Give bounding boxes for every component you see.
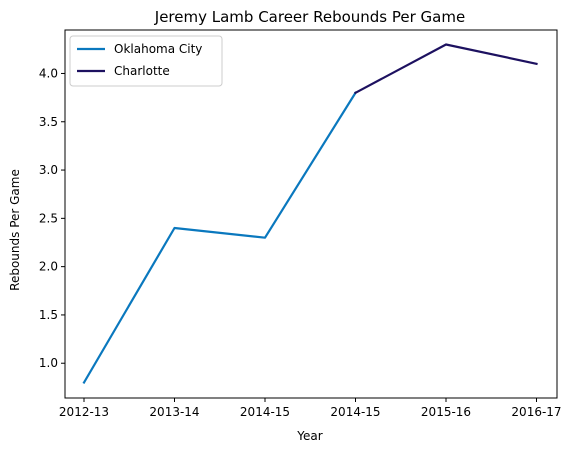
x-axis: 2012-13 2013-14 2014-15 2014-15 2015-16 2016-…	[59, 398, 562, 419]
y-tick-label: 1.5	[39, 308, 58, 322]
x-tick-label: 2013-14	[149, 405, 199, 419]
y-axis: 1.0 1.5 2.0 2.5 3.0 3.5 4.0	[39, 66, 65, 370]
y-tick-label: 3.5	[39, 115, 58, 129]
chart-title: Jeremy Lamb Career Rebounds Per Game	[154, 8, 465, 26]
legend: Oklahoma City Charlotte	[69, 35, 223, 87]
x-tick-label: 2012-13	[59, 405, 109, 419]
y-tick-label: 2.5	[39, 211, 58, 225]
x-tick-label: 2016-17	[511, 405, 561, 419]
x-axis-label: Year	[296, 429, 322, 443]
y-tick-label: 2.0	[39, 260, 58, 274]
x-tick-label: 2015-16	[421, 405, 471, 419]
legend-box	[69, 35, 223, 87]
plot-area	[82, 43, 538, 385]
series-line-2	[354, 43, 538, 95]
plot-frame	[64, 29, 558, 399]
y-tick-label: 4.0	[39, 66, 58, 80]
y-tick-label: 3.0	[39, 163, 58, 177]
x-tick-label: 2014-15	[240, 405, 290, 419]
legend-label: Charlotte	[114, 64, 170, 78]
series-line-1	[82, 91, 358, 385]
y-axis-label: Rebounds Per Game	[8, 169, 22, 291]
x-tick-label: 2014-15	[330, 405, 380, 419]
y-tick-label: 1.0	[39, 356, 58, 370]
legend-label: Oklahoma City	[114, 42, 202, 56]
